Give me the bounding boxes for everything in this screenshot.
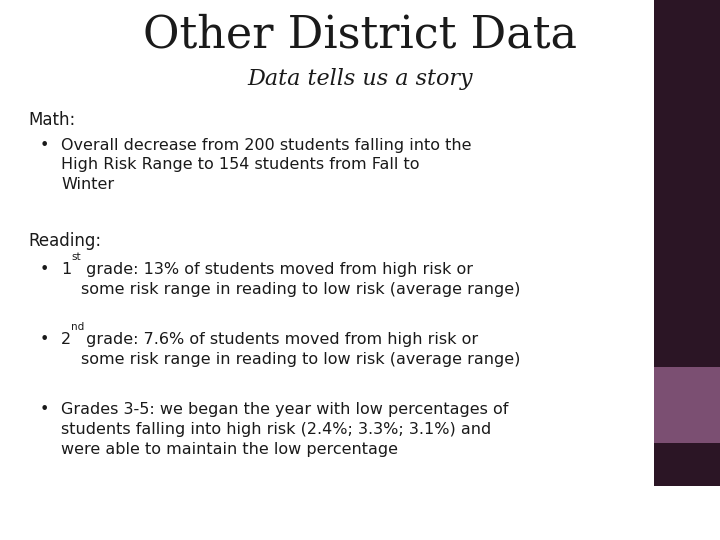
Text: •: • <box>40 138 49 153</box>
Text: 1: 1 <box>61 262 71 277</box>
Text: st: st <box>71 252 81 262</box>
Text: grade: 13% of students moved from high risk or
some risk range in reading to low: grade: 13% of students moved from high r… <box>81 262 521 296</box>
Text: •: • <box>40 262 49 277</box>
Text: Math:: Math: <box>29 111 76 129</box>
Text: Reading:: Reading: <box>29 232 102 250</box>
Text: •: • <box>40 332 49 347</box>
Text: nd: nd <box>71 322 84 333</box>
Text: Other District Data: Other District Data <box>143 14 577 57</box>
Text: Data tells us a story: Data tells us a story <box>247 68 473 90</box>
Text: Grades 3-5: we began the year with low percentages of
students falling into high: Grades 3-5: we began the year with low p… <box>61 402 508 457</box>
Text: •: • <box>40 402 49 417</box>
Text: 2: 2 <box>61 332 71 347</box>
Text: Overall decrease from 200 students falling into the
High Risk Range to 154 stude: Overall decrease from 200 students falli… <box>61 138 472 192</box>
Text: grade: 7.6% of students moved from high risk or
some risk range in reading to lo: grade: 7.6% of students moved from high … <box>81 332 521 367</box>
